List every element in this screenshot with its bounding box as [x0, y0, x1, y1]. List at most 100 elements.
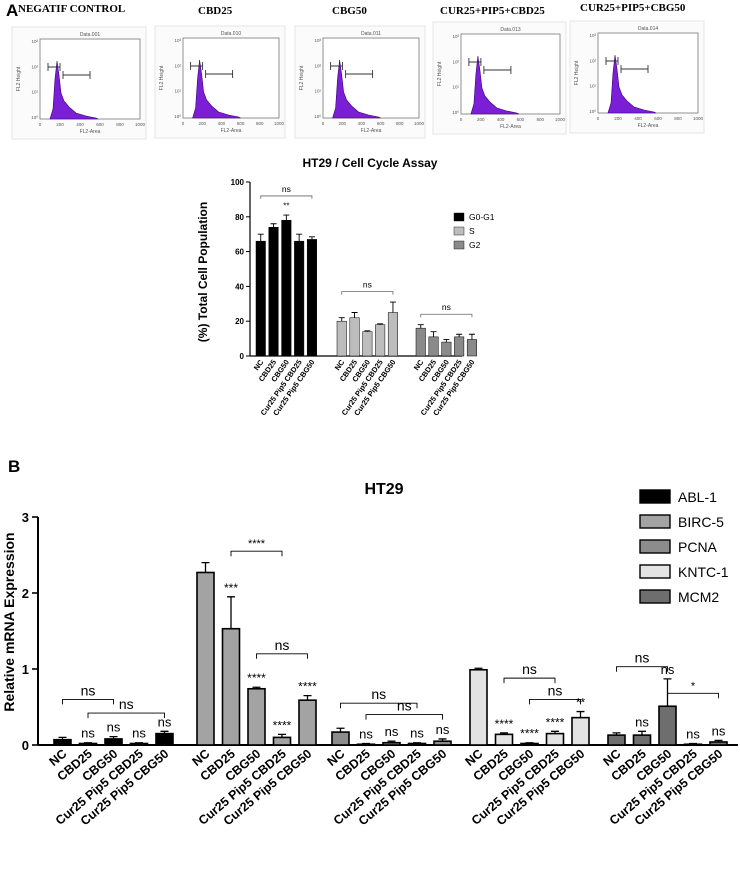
bar [382, 741, 401, 746]
histogram-peak [607, 54, 657, 114]
hist-xtick: 400 [497, 117, 505, 122]
significance-stars: ns [158, 714, 172, 729]
error-bar [438, 738, 447, 742]
hist-xtick: 0 [182, 121, 185, 126]
error-bar [283, 214, 290, 221]
hist-xtick: 600 [96, 122, 104, 127]
legend-label: ABL-1 [678, 489, 717, 505]
hist-xlabel: FL2-Area [638, 123, 659, 129]
hist-ytick: 10⁰ [31, 115, 38, 120]
bar [196, 571, 215, 746]
y-tick-label: 1 [22, 662, 29, 677]
significance-label: ns [119, 696, 134, 712]
hist-xtick: 200 [614, 116, 622, 121]
hist-xtick: 400 [218, 121, 226, 126]
hist-xlabel: FL2-Area [221, 128, 242, 134]
hist-xlabel: FL2-Area [500, 124, 521, 130]
hist-title: CUR25+PIP5+CBG50 [580, 2, 686, 14]
histogram-panel: Data.001 FL2 Height FL2-Area 0 200 400 600 800 1… [11, 26, 147, 140]
error-bar [500, 732, 508, 735]
bar [281, 220, 292, 357]
bar [129, 742, 149, 746]
significance-stars: ns [712, 723, 726, 738]
bar [104, 738, 123, 746]
histogram-panel: Data.013 FL2 Height FL2-Area 0 200 400 600 800 1… [432, 21, 567, 135]
error-bar [468, 333, 475, 340]
hist-ytick: 10³ [314, 38, 321, 43]
significance-stars: ns [359, 726, 373, 741]
legend-label: KNTC-1 [678, 564, 729, 580]
hist-ytick: 10³ [452, 34, 459, 39]
legend-label: G2 [469, 240, 481, 250]
histogram-peak [49, 60, 99, 120]
bar [298, 699, 317, 746]
y-tick-label: 2 [22, 586, 29, 601]
hist-xtick: 1000 [555, 117, 566, 122]
error-bar [417, 324, 424, 329]
error-bar [84, 742, 92, 744]
legend-swatch [453, 240, 465, 250]
significance-label: ns [363, 280, 372, 290]
significance-stars: ns [686, 726, 700, 741]
hist-xtick: 1000 [414, 121, 425, 126]
y-tick-label: 20 [235, 317, 244, 326]
significance-bracket [341, 291, 394, 295]
bar [387, 312, 398, 357]
error-bar [389, 301, 396, 313]
bar [294, 240, 305, 357]
error-bar [160, 730, 169, 734]
significance-bracket [420, 313, 473, 318]
error-bar [714, 739, 723, 742]
error-bar [252, 686, 261, 689]
histogram-peak [192, 59, 241, 119]
bar [683, 743, 703, 747]
bar [428, 336, 439, 357]
bar [494, 733, 514, 746]
bar [336, 320, 347, 357]
hist-xtick: 400 [358, 121, 366, 126]
significance-label: ns [282, 184, 291, 194]
gate-g2 [483, 66, 512, 74]
significance-label: ns [548, 682, 563, 698]
gate-label: Data.014 [638, 26, 659, 32]
bar [53, 738, 72, 746]
bar [272, 736, 292, 746]
significance-bracket [87, 712, 165, 719]
hist-xtick: 400 [76, 122, 84, 127]
y-tick-label: 3 [22, 510, 29, 525]
histogram-panel: Data.014 FL2 Height FL2-Area 0 200 400 600 800 1… [569, 20, 705, 134]
bar [632, 734, 652, 746]
error-bar [430, 331, 437, 337]
hist-xtick: 200 [56, 122, 64, 127]
legend-label: G0-G1 [469, 212, 495, 222]
hist-ytick: 10³ [589, 33, 596, 38]
bar [454, 336, 465, 357]
gate-g2 [205, 70, 234, 78]
hist-xtick: 0 [39, 122, 42, 127]
hist-ytick: 10² [452, 59, 459, 64]
significance-stars: ns [410, 726, 424, 741]
bar [349, 317, 360, 357]
hist-ytick: 10¹ [452, 85, 459, 90]
bar [469, 668, 488, 746]
hist-xtick: 200 [198, 121, 206, 126]
significance-bracket [260, 195, 313, 199]
histogram-panel: Data.010 FL2 Height FL2-Area 0 200 400 600 800 1… [154, 25, 286, 139]
error-bar [443, 339, 450, 343]
y-tick-label: 80 [235, 213, 244, 222]
histogram-peak [470, 55, 520, 115]
legend-swatch [639, 514, 671, 529]
significance-label: **** [248, 538, 266, 550]
error-bar [551, 730, 559, 734]
error-bar [689, 742, 697, 745]
gate-label: Data.013 [500, 27, 521, 33]
legend-swatch [453, 226, 465, 236]
significance-stars: ns [385, 724, 399, 739]
error-bar [296, 233, 303, 242]
gate-g1 [605, 57, 619, 65]
error-bar [338, 317, 345, 322]
error-bar [278, 733, 286, 738]
hist-title: CBD25 [198, 5, 233, 17]
bar [571, 716, 590, 746]
hist-xtick: 1000 [693, 116, 704, 121]
